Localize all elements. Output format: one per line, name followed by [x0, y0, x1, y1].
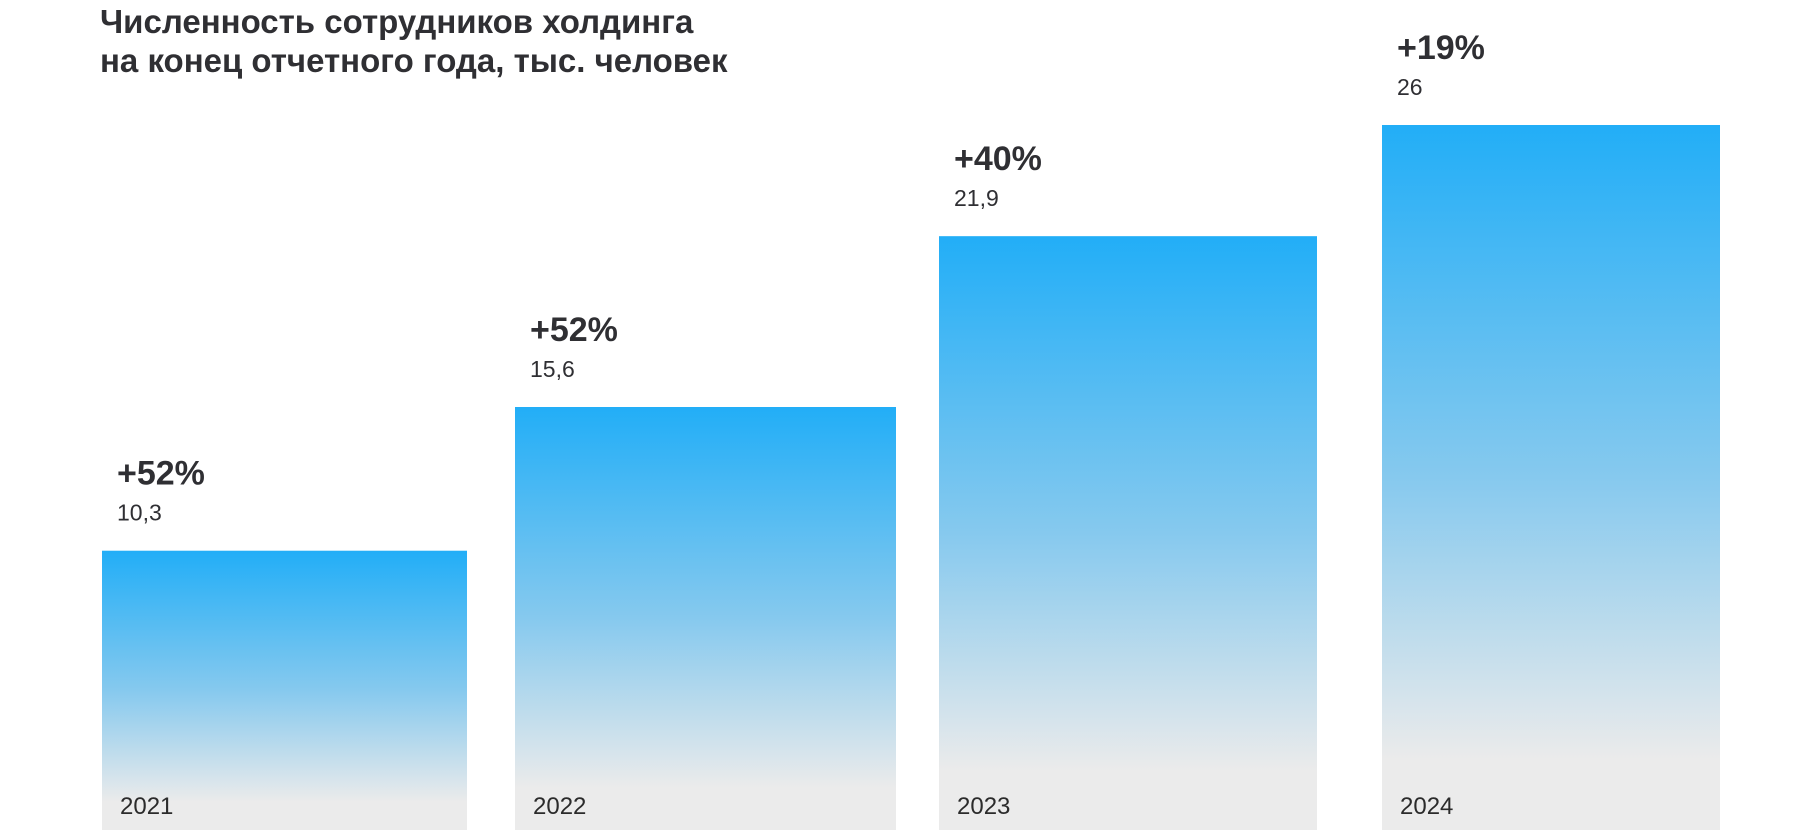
bar-2023: [939, 236, 1317, 830]
bars-layer: [102, 125, 1720, 830]
value-label-2024: 26: [1397, 74, 1423, 100]
labels-layer: +52% 10,3 2021 +52% 15,6 2022 +40% 21,9 2023 +19%…: [117, 29, 1485, 820]
value-label-2023: 21,9: [954, 185, 999, 211]
growth-label-2021: +52%: [117, 455, 205, 493]
bar-2021: [102, 550, 467, 830]
value-label-2021: 10,3: [117, 500, 162, 526]
value-label-2022: 15,6: [530, 356, 575, 382]
chart-title-line-1: Численность сотрудников холдинга: [100, 3, 694, 40]
bar-2022: [515, 407, 896, 830]
growth-label-2024: +19%: [1397, 29, 1485, 67]
chart-title-line-2: на конец отчетного года, тыс. человек: [100, 42, 728, 79]
bar-2024: [1382, 125, 1720, 830]
chart-title: Численность сотрудников холдинга на коне…: [100, 2, 728, 80]
category-label-2024: 2024: [1400, 793, 1453, 820]
growth-label-2023: +40%: [954, 140, 1042, 178]
category-label-2022: 2022: [533, 793, 586, 820]
growth-label-2022: +52%: [530, 311, 618, 349]
category-label-2021: 2021: [120, 793, 173, 820]
category-label-2023: 2023: [957, 793, 1010, 820]
